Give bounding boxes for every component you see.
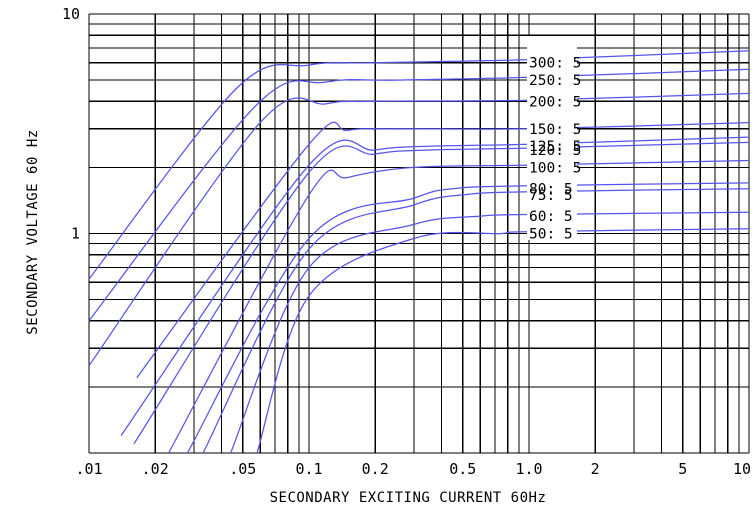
curve-75-5: [202, 188, 750, 454]
ratio-label-100-5: 100: 5: [529, 160, 581, 176]
ratio-label-120-5: 120: 5: [529, 143, 581, 159]
ratio-label-75-5: 75: 5: [529, 188, 573, 204]
x-tick-label: 5: [678, 460, 687, 478]
ratio-label-300-5: 300: 5: [529, 56, 581, 72]
x-tick-label: 10: [733, 460, 751, 478]
x-tick-label: 0.5: [449, 460, 476, 478]
y-axis-title: SECONDARY VOLTAGE 60 Hz: [25, 129, 41, 334]
x-tick-label: 0.1: [295, 460, 322, 478]
x-tick-label: 2: [591, 460, 600, 478]
ratio-label-80-5: 80: 5: [529, 182, 573, 198]
y-tick-label: 1: [71, 225, 80, 243]
x-axis-title: SECONDARY EXCITING CURRENT 60Hz: [270, 490, 547, 506]
curve-50-5: [256, 228, 750, 454]
curve-100-5: [168, 159, 750, 454]
curve-120-5: [133, 141, 750, 445]
curve-200-5: [88, 92, 750, 367]
ratio-label-50-5: 50: 5: [529, 227, 573, 243]
x-tick-label: .05: [229, 460, 256, 478]
y-tick-label: 10: [62, 5, 80, 23]
ratio-label-125-5: 125: 5: [529, 139, 581, 155]
x-tick-label: .01: [75, 460, 102, 478]
curve-150-5: [136, 121, 750, 379]
curve-80-5: [186, 182, 750, 454]
y-tick-labels: 1 10: [62, 5, 80, 243]
curve-layer: [88, 50, 750, 454]
ratio-label-60-5: 60: 5: [529, 209, 573, 225]
curve-300-5: [88, 50, 750, 280]
ratio-label-150-5: 150: 5: [529, 122, 581, 138]
x-tick-labels: .01 .02 .05 0.1 0.2 0.5 1.0 2 5 10: [75, 460, 751, 478]
grid-lines: [88, 13, 750, 454]
ratio-label-250-5: 250: 5: [529, 73, 581, 89]
x-tick-label: 0.2: [362, 460, 389, 478]
x-tick-label: .02: [142, 460, 169, 478]
x-tick-label: 1.0: [515, 460, 542, 478]
ratio-label-background: [527, 36, 577, 240]
curve-60-5: [230, 211, 750, 454]
curve-250-5: [88, 68, 750, 322]
curve-125-5: [120, 136, 750, 436]
ratio-label-200-5: 200: 5: [529, 94, 581, 110]
